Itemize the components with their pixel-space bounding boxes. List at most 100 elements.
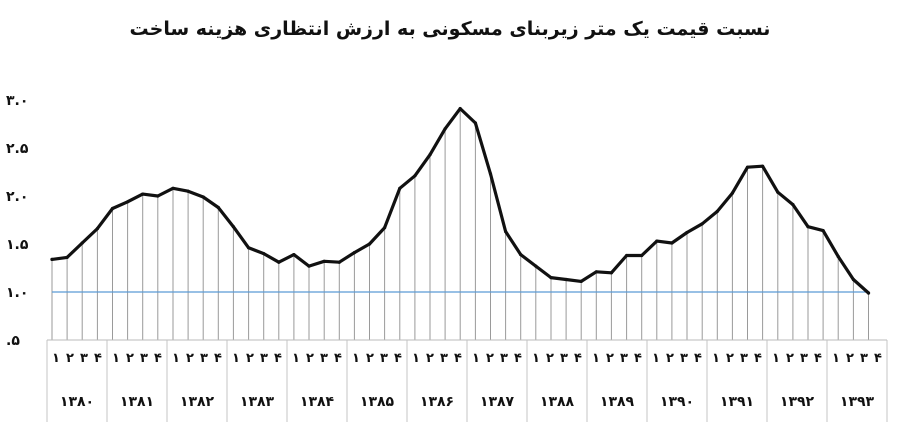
chart-title: نسبت قیمت یک متر زیربنای مسکونی به ارزش … (129, 18, 771, 40)
data-point (836, 254, 840, 259)
quarter-tick-label: ۲ (306, 351, 314, 366)
year-tick-label: ۱۳۸۵ (360, 394, 395, 410)
data-point (655, 239, 659, 243)
quarter-tick-label: ۲ (186, 351, 194, 366)
y-tick-label: ۲.۰ (6, 189, 28, 205)
data-point (352, 251, 356, 255)
quarter-tick-label: ۴ (94, 351, 102, 366)
quarter-tick-label: ۱ (772, 351, 780, 366)
quarter-tick-label: ۱ (412, 351, 420, 366)
data-point (609, 271, 614, 275)
year-tick-label: ۱۳۸۱ (120, 394, 154, 410)
data-point (488, 172, 493, 176)
quarter-tick-label: ۴ (274, 351, 282, 366)
quarter-tick-label: ۳ (320, 351, 328, 366)
quarter-tick-label: ۳ (260, 351, 268, 366)
data-point (413, 174, 417, 178)
quarter-tick-label: ۱ (652, 351, 660, 366)
data-point (277, 260, 281, 264)
quarter-tick-label: ۴ (574, 351, 582, 366)
quarter-tick-label: ۱ (112, 351, 120, 366)
quarter-tick-label: ۲ (246, 351, 254, 366)
quarter-tick-label: ۳ (560, 351, 568, 366)
y-tick-label: ۱.۰ (6, 285, 28, 301)
data-point (745, 165, 750, 169)
data-point (186, 189, 190, 193)
y-tick-label: ۳.۰ (6, 93, 28, 109)
quarter-tick-label: ۳ (440, 351, 448, 366)
data-point (866, 291, 871, 295)
year-tick-label: ۱۳۸۴ (300, 394, 335, 410)
data-point (670, 241, 674, 245)
quarter-tick-label: ۳ (380, 351, 388, 366)
quarter-tick-label: ۳ (200, 351, 208, 366)
quarter-tick-label: ۲ (66, 351, 74, 366)
quarter-tick-label: ۱ (52, 351, 60, 366)
quarter-tick-label: ۴ (334, 351, 342, 366)
data-point (65, 255, 69, 259)
data-point (428, 153, 432, 157)
data-point (383, 226, 387, 230)
data-point (761, 164, 765, 168)
quarter-tick-label: ۳ (740, 351, 748, 366)
quarter-tick-label: ۲ (426, 351, 434, 366)
quarter-tick-label: ۴ (814, 351, 822, 366)
year-tick-label: ۱۳۸۶ (420, 394, 454, 410)
data-point (171, 186, 175, 190)
quarter-tick-label: ۲ (606, 351, 614, 366)
year-tick-label: ۱۳۸۷ (480, 394, 515, 410)
data-point (247, 246, 251, 250)
data-point (519, 253, 523, 257)
y-tick-label: .۵ (6, 333, 20, 349)
data-point (322, 259, 326, 263)
data-point (201, 195, 205, 199)
quarter-tick-label: ۲ (366, 351, 374, 366)
data-point (534, 264, 538, 268)
data-point (851, 277, 856, 282)
quarter-tick-label: ۱ (832, 351, 840, 366)
quarter-tick-label: ۲ (726, 351, 734, 366)
year-tick-label: ۱۳۹۰ (660, 394, 694, 410)
quarter-tick-label: ۱ (712, 351, 720, 366)
quarter-tick-label: ۳ (500, 351, 508, 366)
year-tick-label: ۱۳۸۹ (600, 394, 635, 410)
data-point (262, 252, 266, 256)
data-point (398, 186, 402, 190)
quarter-tick-label: ۳ (860, 351, 868, 366)
data-point (715, 209, 719, 213)
year-tick-label: ۱۳۸۰ (60, 394, 94, 410)
data-point (95, 227, 99, 231)
quarter-tick-label: ۴ (454, 351, 462, 366)
quarter-tick-label: ۴ (874, 351, 882, 366)
data-point (564, 277, 568, 282)
quarter-tick-label: ۳ (800, 351, 808, 366)
data-point (231, 225, 235, 229)
quarter-tick-label: ۱ (292, 351, 300, 366)
quarter-tick-label: ۱ (352, 351, 360, 366)
data-point (685, 230, 689, 235)
quarter-tick-label: ۴ (634, 351, 642, 366)
quarter-tick-label: ۴ (754, 351, 762, 366)
quarter-tick-label: ۴ (694, 351, 702, 366)
y-tick-label: ۲.۵ (6, 141, 29, 157)
data-point (126, 200, 130, 204)
quarter-tick-label: ۳ (620, 351, 628, 366)
data-point (504, 229, 508, 234)
quarter-tick-label: ۲ (126, 351, 134, 366)
data-point (443, 127, 447, 131)
quarter-tick-label: ۱ (532, 351, 540, 366)
data-point (367, 242, 372, 246)
data-point (625, 253, 629, 258)
data-point (700, 222, 704, 226)
data-point (806, 225, 810, 229)
quarter-tick-label: ۲ (546, 351, 554, 366)
quarter-tick-label: ۲ (786, 351, 794, 366)
data-point (458, 107, 462, 111)
year-tick-label: ۱۳۹۲ (780, 394, 815, 410)
y-tick-label: ۱.۵ (6, 237, 29, 253)
data-point (50, 257, 54, 261)
data-point (307, 264, 311, 268)
quarter-tick-label: ۳ (80, 351, 88, 366)
